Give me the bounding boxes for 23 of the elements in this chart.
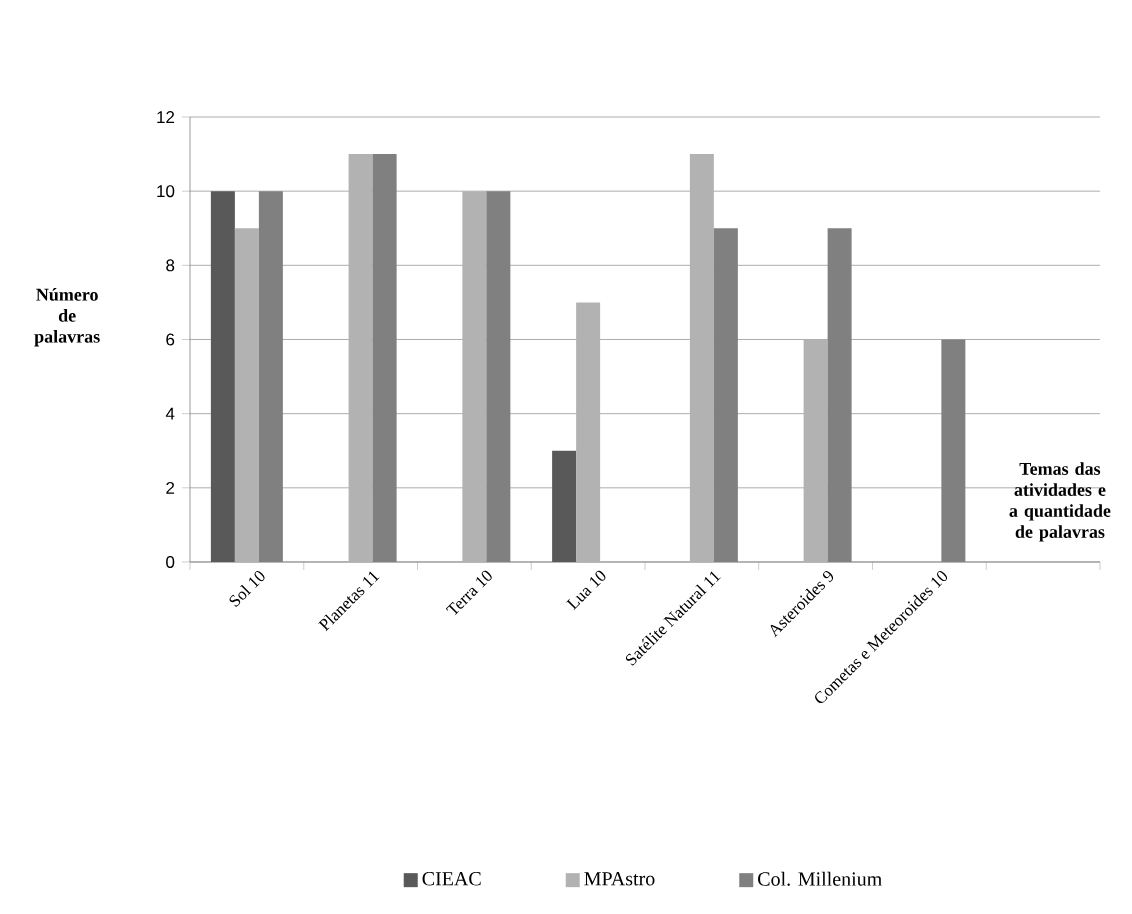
bar	[234, 228, 259, 562]
y-tick-label: 12	[157, 111, 175, 123]
x-tick-label: Sol 10	[229, 571, 265, 607]
y-tick-label: 2	[166, 481, 175, 494]
y-axis-title: Número de palavras	[34, 288, 100, 347]
legend-label: MPAstro	[584, 872, 655, 886]
bar	[803, 339, 828, 562]
y-tick-label: 0	[166, 555, 175, 568]
y-tick-label: 10	[157, 185, 175, 198]
bar	[576, 302, 601, 562]
legend-label: CIEAC	[422, 872, 481, 886]
bar	[348, 154, 373, 562]
y-tick-label: 8	[166, 259, 175, 272]
y-tick-label: 6	[166, 333, 175, 346]
bar	[210, 191, 235, 562]
x-tick-label: Lua 10	[566, 570, 606, 611]
bar	[462, 191, 487, 562]
legend-label: Col. Millenium	[758, 871, 882, 886]
x-tick-label: Terra 10	[445, 570, 492, 616]
bar	[689, 154, 714, 562]
x-axis-title: Temas das atividades e a quantidade de palavras	[1009, 462, 1111, 542]
y-tick-label: 4	[165, 407, 175, 420]
bar	[552, 450, 577, 562]
